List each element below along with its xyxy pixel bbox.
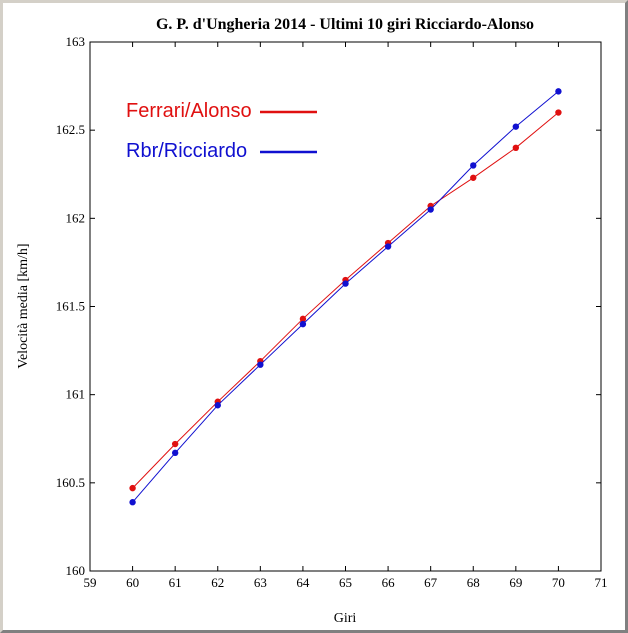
data-point-ferrari-alonso bbox=[129, 484, 136, 492]
data-point-rbr-ricciardo bbox=[427, 206, 434, 213]
data-point-ferrari-alonso bbox=[512, 144, 520, 151]
data-point-ferrari-alonso bbox=[555, 109, 562, 116]
x-tick-label: 66 bbox=[382, 575, 396, 590]
y-tick-label: 162 bbox=[66, 210, 86, 225]
data-point-rbr-ricciardo bbox=[299, 320, 307, 328]
y-axis: 160 160.5 161 161.5 162 162.5 163 bbox=[56, 34, 601, 578]
x-tick-label: 63 bbox=[254, 575, 267, 590]
data-point-rbr-ricciardo bbox=[555, 88, 562, 95]
y-tick-label: 161 bbox=[66, 387, 86, 402]
series-line-ferrari-alonso bbox=[132, 112, 559, 489]
y-tick-label: 160.5 bbox=[56, 475, 85, 490]
data-point-rbr-ricciardo bbox=[470, 162, 477, 169]
data-point-rbr-ricciardo bbox=[342, 280, 349, 287]
legend-label-ferrari-alonso: Ferrari/Alonso bbox=[126, 100, 252, 122]
legend: Ferrari/Alonso Rbr/Ricciardo bbox=[126, 100, 317, 162]
x-tick-label: 59 bbox=[84, 575, 97, 590]
x-tick-label: 64 bbox=[296, 575, 310, 590]
x-tick-label: 62 bbox=[211, 575, 224, 590]
x-axis-label: Giri bbox=[334, 611, 357, 626]
chart-title: G. P. d'Ungheria 2014 - Ultimi 10 giri R… bbox=[156, 16, 534, 33]
x-tick-label: 69 bbox=[509, 575, 522, 590]
x-tick-label: 68 bbox=[467, 575, 480, 590]
data-point-rbr-ricciardo bbox=[171, 449, 179, 457]
data-point-ferrari-alonso bbox=[470, 174, 477, 181]
series-layer bbox=[129, 88, 562, 506]
data-point-rbr-ricciardo bbox=[512, 123, 520, 130]
x-tick-label: 70 bbox=[552, 575, 565, 590]
x-axis: 59 60 61 62 63 64 65 66 67 68 69 70 71 bbox=[84, 42, 608, 590]
y-axis-label: Velocità media [km/h] bbox=[16, 243, 31, 368]
y-tick-label: 161.5 bbox=[56, 299, 85, 314]
x-tick-label: 71 bbox=[595, 575, 608, 590]
data-point-rbr-ricciardo bbox=[214, 402, 221, 409]
legend-label-rbr-ricciardo: Rbr/Ricciardo bbox=[126, 140, 247, 162]
data-point-rbr-ricciardo bbox=[384, 243, 392, 250]
data-point-rbr-ricciardo bbox=[129, 499, 136, 506]
y-tick-label: 163 bbox=[66, 34, 86, 49]
y-tick-label: 162.5 bbox=[56, 122, 85, 137]
x-tick-label: 67 bbox=[424, 575, 438, 590]
data-point-ferrari-alonso bbox=[171, 440, 179, 448]
x-tick-label: 60 bbox=[126, 575, 139, 590]
data-point-ferrari-alonso bbox=[299, 315, 307, 323]
x-tick-label: 65 bbox=[339, 575, 352, 590]
data-point-rbr-ricciardo bbox=[257, 361, 264, 368]
x-tick-label: 61 bbox=[169, 575, 182, 590]
y-tick-label: 160 bbox=[66, 563, 86, 578]
